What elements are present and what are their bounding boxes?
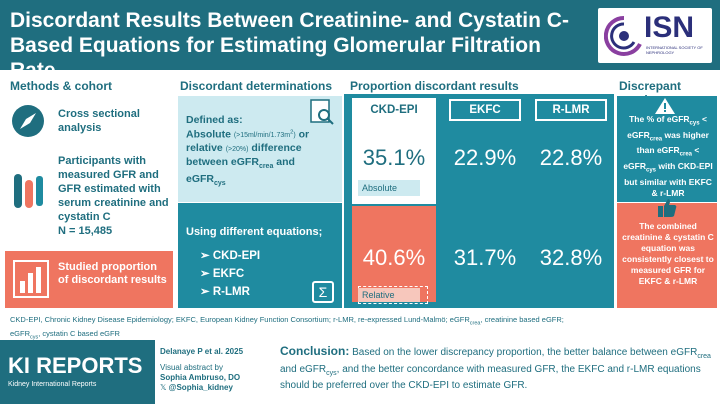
footnote-line1: CKD-EPI, Chronic Kidney Disease Epidemio… (10, 315, 470, 324)
author-name: Sophia Ambruso, DO (160, 373, 241, 382)
methods-title: Methods & cohort (10, 79, 112, 93)
credit-block: Delanaye P et al. 2025 Visual abstract b… (160, 347, 280, 393)
absolute-ckd-epi-value: 35.1% (362, 145, 426, 170)
absolute-detail-text: (>15ml/min/1.73m (233, 132, 291, 140)
journal-banner (0, 340, 155, 404)
column-r-lmr: R-LMR (535, 99, 607, 121)
column-ckd-epi: CKD-EPI (358, 99, 430, 121)
cohort-n: N = 15,485 (58, 225, 113, 237)
d1-cys: cys (689, 120, 700, 127)
conclusion-c: , and the better concordance with measur… (280, 363, 701, 392)
conclusion-a: Based on the lower discrepancy proportio… (352, 347, 698, 358)
and-text: and eGFR (186, 156, 295, 186)
absolute-sup: 2 (290, 130, 294, 136)
footnote-line2b: , cystatin C based eGFR (38, 328, 120, 338)
absolute-detail: (>15ml/min/1.73m2) (233, 130, 296, 140)
conclusion-b: and eGFR (280, 363, 327, 375)
determinations-title: Discordant determinations (180, 79, 333, 93)
d1-crea2: crea (679, 152, 692, 159)
or-word: or (298, 128, 310, 141)
journal-subtitle: Kidney International Reports (8, 381, 97, 388)
equation-label: CKD-EPI (212, 250, 261, 262)
social-handle: 𝕏 @Sophia_kidney (160, 383, 280, 393)
equation-ckd-epi: ➢ CKD-EPI (200, 250, 261, 262)
footnote-line2a: eGFR (10, 328, 31, 338)
absolute-word: Absolute (186, 128, 231, 141)
logo-text: ISN (644, 11, 695, 44)
relative-detail: (>20%) (225, 146, 249, 154)
equation-ekfc: ➢ EKFC (200, 268, 245, 280)
chart-icon (13, 260, 49, 298)
d1-b: < eGFR (627, 114, 707, 140)
column-ekfc: EKFC (449, 99, 521, 121)
journal-logo: KI REPORTS (8, 353, 143, 378)
footnote-crea: crea (469, 320, 481, 327)
equation-r-lmr: ➢ R-LMR (200, 286, 250, 298)
absolute-ekfc-value: 22.9% (453, 145, 517, 170)
absolute-label: Absolute (358, 180, 420, 196)
crea-sub: crea (258, 163, 274, 171)
d1-d: < eGFR (623, 145, 700, 172)
page-title: Discordant Results Between Creatinine- a… (10, 9, 569, 82)
test-tubes-icon (14, 174, 43, 208)
conclusion-label: Conclusion: (280, 344, 350, 358)
relative-r-lmr-value: 32.8% (539, 245, 603, 270)
equation-label: R-LMR (212, 286, 250, 298)
definition-text: Defined as: Absolute (>15ml/min/1.73m2) … (186, 114, 331, 191)
d1-c: was higher than eGFR (636, 129, 709, 156)
absolute-close: ) (293, 132, 296, 140)
equations-box (178, 203, 342, 308)
warning-icon (655, 98, 675, 114)
d1-e: with CKD-EPI but similar with EKFC & r-L… (624, 161, 713, 198)
studied-text: Studied proportion of discordant results (58, 261, 167, 286)
discrepant-text-1: The % of eGFRcys < eGFRcrea was higher t… (622, 114, 714, 199)
d1-a: The % of eGFR (629, 114, 690, 124)
footnote-line1b: , creatinine based eGFR; (480, 315, 564, 324)
relative-ekfc-value: 31.7% (453, 245, 517, 270)
relative-word: relative (186, 142, 223, 155)
globe-arc-icon (604, 15, 642, 56)
defined-as-label: Defined as: (186, 114, 243, 126)
abbreviations-footnote: CKD-EPI, Chronic Kidney Disease Epidemio… (10, 315, 710, 342)
isn-logo: ISN INTERNATIONAL SOCIETY OF NEPHROLOGY (598, 8, 712, 63)
cys-sub: cys (214, 180, 226, 188)
cross-sectional-text: Cross sectional analysis (58, 108, 140, 134)
d1-crea: crea (649, 136, 663, 143)
participants-text: Participants with measured GFR and GFR e… (58, 155, 169, 223)
discrepant-text-2: The combined creatinine & cystatin C equ… (622, 221, 714, 286)
relative-label: Relative (358, 288, 420, 302)
relative-ckd-epi-value: 40.6% (362, 245, 426, 270)
equation-label: EKFC (212, 268, 245, 280)
x-icon: 𝕏 (160, 383, 169, 392)
conclusion-cys: cys (326, 369, 337, 377)
sigma-icon: Σ (312, 281, 334, 303)
compass-icon (12, 105, 44, 137)
citation: Delanaye P et al. 2025 (160, 347, 244, 356)
absolute-r-lmr-value: 22.8% (539, 145, 603, 170)
discrepant-box-2 (617, 203, 717, 308)
handle-text: @Sophia_kidney (168, 383, 233, 392)
document-search-icon (310, 99, 334, 125)
conclusion-block: Conclusion: Based on the lower discrepan… (280, 345, 714, 393)
using-equations-text: Using different equations; (186, 226, 323, 238)
thumbs-up-icon (658, 199, 677, 217)
footnote-cys: cys (30, 334, 39, 340)
d1-cys2: cys (645, 167, 656, 174)
difference-text: difference between eGFR (186, 142, 302, 169)
proportion-title: Proportion discordant results (350, 79, 519, 93)
conclusion-crea: crea (697, 353, 711, 360)
abstract-by: Visual abstract by (160, 363, 223, 372)
logo-subtitle: INTERNATIONAL SOCIETY OF NEPHROLOGY (646, 45, 703, 55)
